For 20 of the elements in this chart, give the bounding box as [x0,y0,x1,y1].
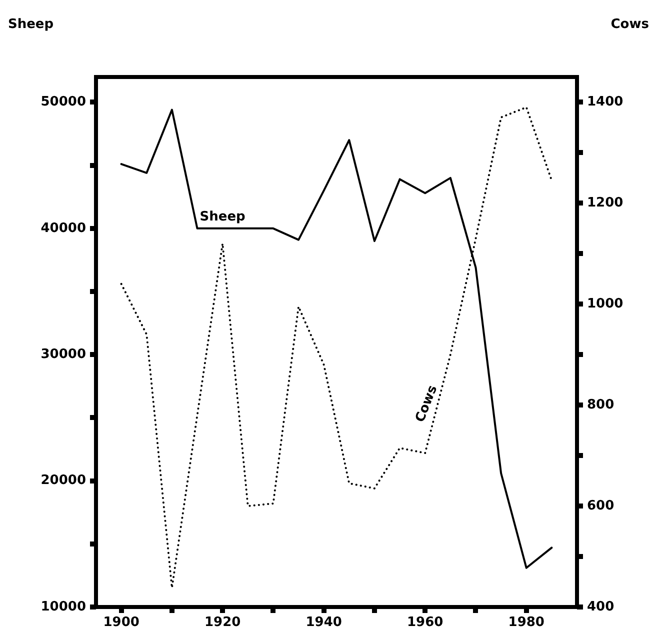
series-label: Sheep [200,209,246,224]
y2-tick-label: 400 [587,599,614,614]
y2-tick-label: 600 [587,498,614,514]
text: Cows [412,383,441,424]
y2-tick-label: 1200 [587,196,624,211]
y-tick-label: 20000 [40,473,86,488]
x-tick-label: 1980 [508,615,544,630]
y-tick-label: 10000 [40,599,86,614]
y-tick-label: 30000 [40,346,86,362]
y-tick-label: 40000 [40,220,86,236]
y2-tick-label: 1000 [587,296,624,312]
y2-axis-title: Cows [610,17,650,32]
x-tick-label: 1960 [407,615,444,630]
y2-tick-label: 1400 [587,94,624,110]
y2-tick-label: 800 [587,397,614,412]
x-tick-label: 1940 [306,615,342,630]
x-tick-label: 1920 [204,615,241,630]
y-axis-title: Sheep [8,17,54,32]
x-tick-label: 1900 [103,615,140,630]
y-tick-label: 50000 [40,94,86,110]
